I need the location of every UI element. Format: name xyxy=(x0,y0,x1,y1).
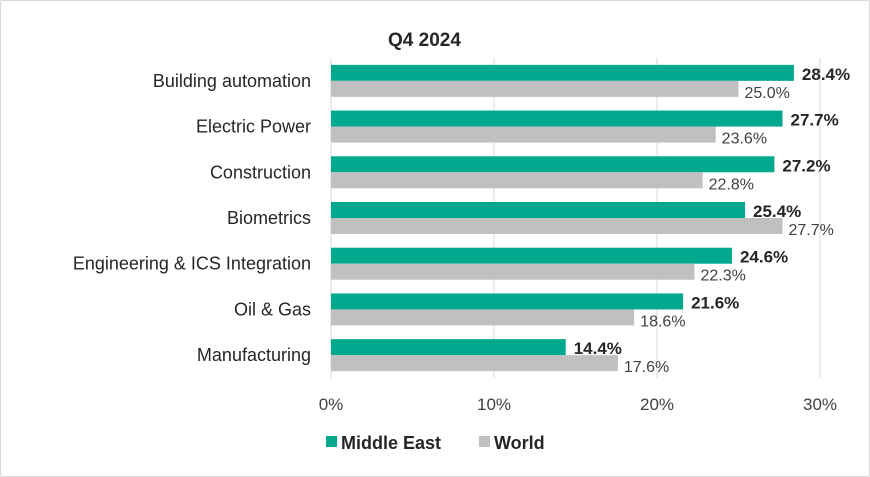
data-label: 17.6% xyxy=(624,359,669,376)
bar-middle-east xyxy=(331,202,746,218)
data-label: 14.4% xyxy=(574,339,622,358)
data-label: 25.4% xyxy=(753,202,801,221)
data-label: 27.2% xyxy=(782,156,830,175)
bar-world xyxy=(331,355,618,372)
bar-middle-east xyxy=(331,339,566,356)
legend-swatch xyxy=(479,436,490,447)
legend-label: Middle East xyxy=(341,433,441,453)
bar-world xyxy=(331,263,695,280)
data-label: 27.7% xyxy=(791,111,839,130)
chart-title: Q4 2024 xyxy=(388,30,461,51)
data-label: 18.6% xyxy=(640,313,685,330)
legend: Middle East World xyxy=(326,433,545,453)
bar-middle-east xyxy=(331,293,684,310)
data-label: 24.6% xyxy=(740,248,788,267)
bar-middle-east xyxy=(331,64,794,81)
category-label: Building automation xyxy=(153,71,311,91)
data-label: 25.0% xyxy=(745,85,790,102)
data-label: 21.6% xyxy=(691,293,739,312)
bar-middle-east xyxy=(331,156,775,173)
data-label: 22.3% xyxy=(700,268,745,285)
category-label: Electric Power xyxy=(196,117,311,137)
category-label: Construction xyxy=(210,162,311,182)
data-label: 28.4% xyxy=(802,65,850,84)
bar-middle-east xyxy=(331,247,732,264)
bar-middle-east xyxy=(331,110,783,127)
data-label: 23.6% xyxy=(722,131,767,148)
labels: 0% 10% 20% 30% Building automation 28.4% 25.0%… xyxy=(73,65,850,414)
x-tick-label: 20% xyxy=(640,395,674,414)
legend-swatch xyxy=(326,436,337,447)
bar-world xyxy=(331,80,739,97)
x-tick-label: 0% xyxy=(319,395,344,414)
category-label: Oil & Gas xyxy=(234,299,311,319)
category-label: Manufacturing xyxy=(197,345,311,365)
category-label: Engineering & ICS Integration xyxy=(73,254,311,274)
bar-world xyxy=(331,172,703,189)
bar-world xyxy=(331,126,716,143)
bar-world xyxy=(331,309,635,326)
category-label: Biometrics xyxy=(227,208,311,228)
x-tick-label: 30% xyxy=(803,395,837,414)
bars xyxy=(331,64,794,372)
bar-world xyxy=(331,218,783,234)
x-tick-label: 10% xyxy=(477,395,511,414)
legend-label: World xyxy=(494,433,545,453)
data-label: 27.7% xyxy=(789,222,834,239)
data-label: 22.8% xyxy=(709,176,754,193)
